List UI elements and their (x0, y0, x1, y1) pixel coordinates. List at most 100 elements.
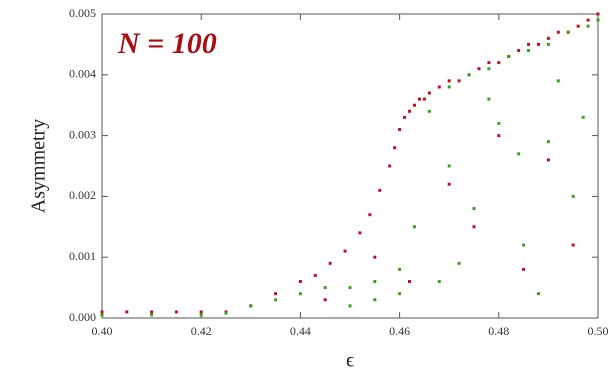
point (467, 73, 471, 77)
point (581, 115, 585, 119)
point (522, 243, 526, 247)
point (487, 67, 491, 71)
point (313, 273, 317, 277)
point (388, 164, 392, 168)
point (536, 42, 540, 46)
point (487, 97, 491, 101)
point (576, 24, 580, 28)
point (457, 79, 461, 83)
point (412, 225, 416, 229)
point (596, 12, 600, 16)
y-axis-label: Asymmetry (28, 119, 50, 213)
point (100, 310, 104, 314)
point (328, 261, 332, 265)
point (546, 42, 550, 46)
point (522, 267, 526, 271)
point (497, 61, 501, 65)
point (546, 36, 550, 40)
point (477, 67, 481, 71)
plot-frame (101, 13, 599, 319)
point (586, 18, 590, 22)
point (566, 30, 570, 34)
point (556, 79, 560, 83)
point (517, 152, 521, 156)
point (546, 140, 550, 144)
point (174, 310, 178, 314)
y-tick-label: 0.002 (69, 188, 96, 202)
point (507, 55, 511, 59)
point (348, 304, 352, 308)
point (224, 311, 228, 315)
point (249, 304, 253, 308)
point (373, 298, 377, 302)
point (398, 292, 402, 296)
point (348, 286, 352, 290)
point (586, 24, 590, 28)
point (427, 91, 431, 95)
point (556, 30, 560, 34)
x-tick-label: 0.48 (488, 324, 509, 338)
point (378, 188, 382, 192)
point (472, 207, 476, 211)
point (596, 18, 600, 22)
point (343, 249, 347, 253)
point (408, 109, 412, 113)
x-tick-label: 0.44 (290, 324, 311, 338)
point (298, 292, 302, 296)
x-tick-label: 0.40 (92, 324, 113, 338)
point (323, 286, 327, 290)
point (408, 280, 412, 284)
point (274, 292, 278, 296)
point (527, 48, 531, 52)
point (437, 85, 441, 89)
point (487, 61, 491, 65)
point (497, 121, 501, 125)
point (393, 146, 397, 150)
point (517, 48, 521, 52)
point (373, 280, 377, 284)
point (368, 213, 372, 217)
x-tick-label: 0.46 (389, 324, 410, 338)
y-tick-label: 0.003 (69, 127, 96, 141)
point (100, 313, 104, 317)
point (546, 158, 550, 162)
point (427, 109, 431, 113)
point (398, 267, 402, 271)
y-tick-label: 0.001 (69, 249, 96, 263)
point (403, 115, 407, 119)
point (125, 310, 129, 314)
y-tick-label: 0.000 (69, 310, 96, 324)
point (298, 280, 302, 284)
point (472, 225, 476, 229)
point (417, 97, 421, 101)
point (447, 85, 451, 89)
point (274, 298, 278, 302)
point (447, 182, 451, 186)
point (398, 128, 402, 132)
point (497, 134, 501, 138)
point (571, 243, 575, 247)
point (571, 194, 575, 198)
point (447, 164, 451, 168)
point (536, 292, 540, 296)
point (373, 255, 377, 259)
point (150, 310, 154, 314)
point (422, 97, 426, 101)
point (323, 298, 327, 302)
point (199, 313, 203, 317)
point (457, 261, 461, 265)
point (199, 310, 203, 314)
x-tick-label: 0.42 (191, 324, 212, 338)
x-axis-label: ϵ (346, 350, 354, 372)
point (447, 79, 451, 83)
y-tick-label: 0.004 (69, 67, 96, 81)
point (437, 280, 441, 284)
point (358, 231, 362, 235)
point (412, 103, 416, 107)
x-tick-label: 0.50 (588, 324, 609, 338)
point (527, 42, 531, 46)
point (150, 313, 154, 317)
chart-title: N = 100 (117, 27, 217, 60)
y-tick-label: 0.005 (69, 6, 96, 20)
